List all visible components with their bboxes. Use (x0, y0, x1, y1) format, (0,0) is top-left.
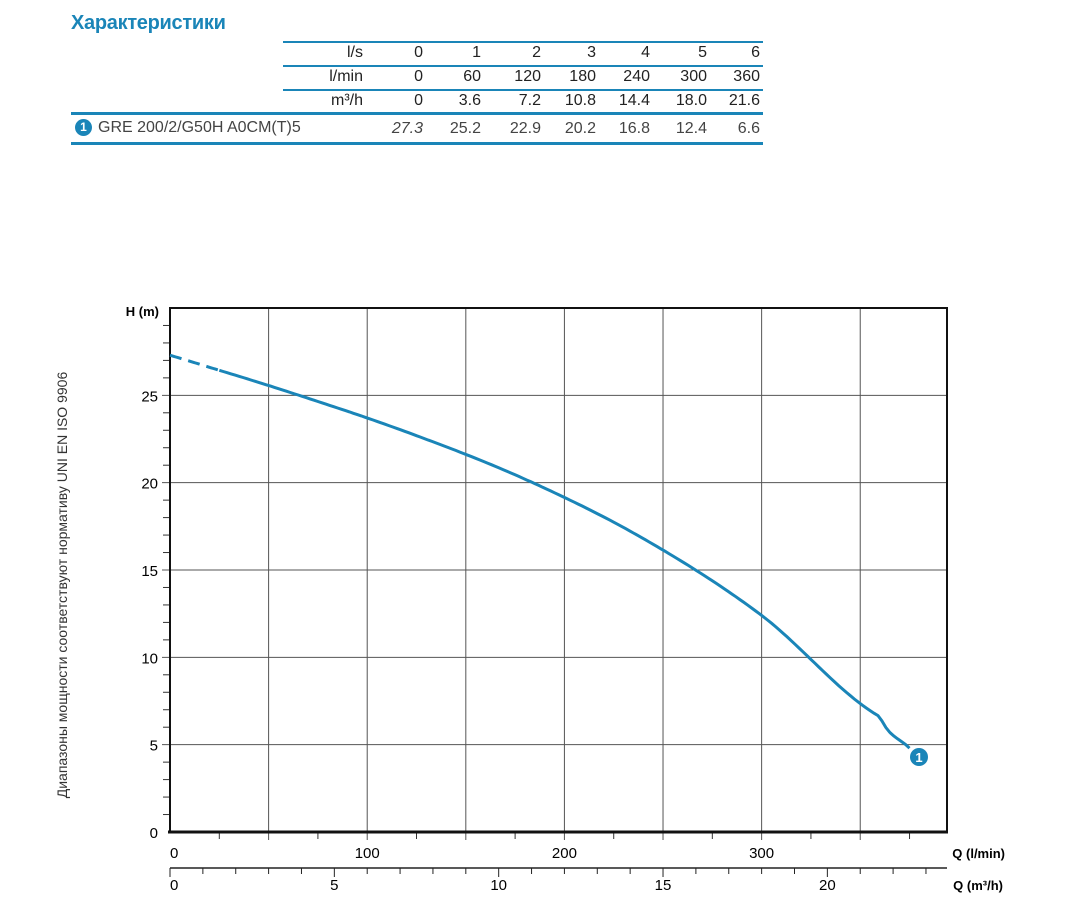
y-tick-label: 10 (141, 650, 158, 667)
x2-tick-label: 20 (819, 877, 836, 894)
curve-marker (910, 748, 928, 766)
curve-dashed (169, 353, 220, 372)
table-cell: 27.3 (391, 120, 423, 137)
table-cell: 20.2 (564, 120, 596, 137)
y-tick-label: 5 (150, 738, 158, 755)
divider (283, 89, 763, 91)
x2-axis-title: Q (m³/h) (953, 878, 1003, 893)
divider (283, 41, 763, 43)
unit-label: m³/h (331, 92, 363, 109)
table-cell: 25.2 (449, 120, 481, 137)
y-tick-label: 25 (141, 388, 158, 405)
table-cell: 14.4 (618, 92, 650, 109)
table-cell: 22.9 (509, 120, 541, 137)
table-cell: 10.8 (564, 92, 596, 109)
table-cell: 5 (698, 44, 707, 61)
table-cell: 4 (641, 44, 650, 61)
x2-tick-label: 10 (490, 877, 507, 894)
table-row: m³/h 0 3.6 7.2 10.8 14.4 18.0 21.6 (71, 90, 763, 114)
x-tick-label: 0 (170, 845, 178, 862)
curve-marker-label: 1 (915, 750, 922, 765)
model-name: GRE 200/2/G50H A0CM(T)5 (98, 119, 301, 136)
y-tick-label: 0 (150, 825, 158, 842)
divider (283, 65, 763, 67)
table-cell: 3 (587, 44, 596, 61)
table-cell: 360 (733, 68, 760, 85)
curve-line (218, 368, 911, 750)
table-cell: 2 (532, 44, 541, 61)
table-cell: 6 (751, 44, 760, 61)
table-cell: 240 (623, 68, 650, 85)
table-row: l/min 0 60 120 180 240 300 360 (71, 66, 763, 90)
x2-tick-label: 5 (330, 877, 338, 894)
table-cell: 0 (414, 44, 423, 61)
table-cell: 1 (472, 44, 481, 61)
unit-label: l/s (347, 44, 363, 61)
table-cell: 12.4 (675, 120, 707, 137)
table-cell: 180 (569, 68, 596, 85)
table-cell: 7.2 (518, 92, 541, 109)
table-cell: 0 (414, 68, 423, 85)
table-row-model: 1 GRE 200/2/G50H A0CM(T)5 27.3 25.2 22.9 20.… (71, 118, 763, 142)
table-cell: 18.0 (675, 92, 707, 109)
y-tick-label: 20 (141, 476, 158, 493)
x-tick-label: 100 (355, 845, 380, 862)
divider (71, 142, 763, 145)
section-title: Характеристики (71, 12, 226, 34)
table-cell: 3.6 (458, 92, 481, 109)
x-tick-label: 300 (749, 845, 774, 862)
x2-tick-label: 15 (655, 877, 672, 894)
x-tick-label: 200 (552, 845, 577, 862)
table-cell: 21.6 (728, 92, 760, 109)
table-cell: 16.8 (618, 120, 650, 137)
x2-tick-label: 0 (170, 877, 178, 894)
y-tick-label: 15 (141, 563, 158, 580)
table-cell: 60 (463, 68, 481, 85)
x-axis-title: Q (l/min) (952, 846, 1005, 861)
y-axis-title: H (m) (126, 304, 159, 319)
table-cell: 6.6 (737, 120, 760, 137)
table-cell: 120 (514, 68, 541, 85)
table-row: l/s 0 1 2 3 4 5 6 (71, 42, 763, 66)
table-cell: 0 (414, 92, 423, 109)
unit-label: l/min (329, 68, 363, 85)
divider (71, 112, 763, 115)
table-cell: 300 (680, 68, 707, 85)
curve-badge: 1 (75, 119, 92, 137)
